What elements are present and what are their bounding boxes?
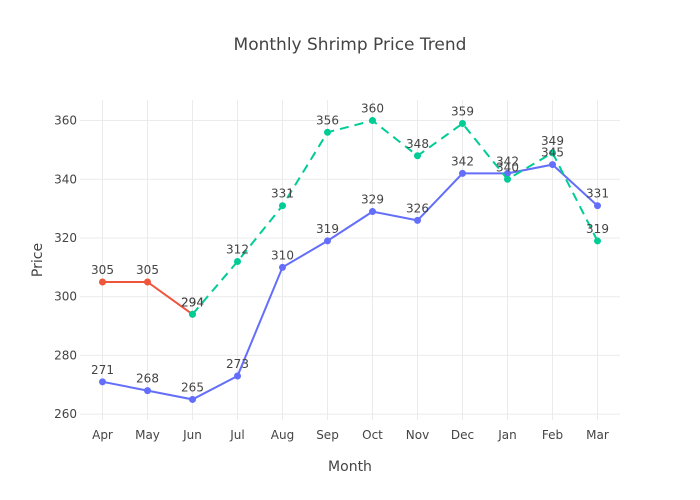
data-label: 329: [361, 193, 384, 207]
data-label: 349: [541, 134, 564, 148]
series-line-0: [102, 163, 599, 401]
x-tick-label: Jul: [229, 428, 244, 442]
data-label: 345: [541, 146, 564, 160]
data-point[interactable]: [279, 263, 286, 271]
x-axis-ticks: Apr May Jun Jul Aug Sep Oct Nov Dec Jan Feb Mar: [92, 428, 609, 442]
data-point[interactable]: [99, 378, 106, 386]
x-tick-label: Nov: [406, 428, 429, 442]
data-point[interactable]: [504, 175, 511, 183]
data-label: 319: [316, 222, 339, 236]
data-point[interactable]: [459, 169, 466, 177]
data-point[interactable]: [279, 202, 286, 210]
data-label: 273: [226, 357, 249, 371]
data-point[interactable]: [504, 169, 511, 177]
x-tick-label: Feb: [542, 428, 563, 442]
y-axis-title: Price: [30, 243, 46, 277]
data-labels: 271 268 265 273 310 319 329 326 342 342 345 331 305 3…: [91, 102, 609, 395]
x-tick-label: Aug: [271, 428, 294, 442]
series-line-2: [191, 119, 599, 315]
data-label: 265: [181, 380, 204, 394]
y-tick-label: 320: [54, 231, 77, 245]
data-label: 340: [496, 160, 519, 174]
data-label: 359: [451, 104, 474, 118]
data-label: 305: [136, 263, 159, 277]
data-point[interactable]: [414, 216, 421, 224]
data-label: 342: [496, 154, 519, 168]
data-label: 312: [226, 242, 249, 256]
data-point[interactable]: [324, 128, 331, 136]
data-label: 294: [181, 295, 204, 309]
data-point[interactable]: [144, 278, 151, 286]
y-tick-label: 360: [54, 114, 77, 128]
data-label: 331: [586, 187, 609, 201]
data-label: 310: [271, 248, 294, 262]
x-tick-label: Jun: [182, 428, 202, 442]
x-tick-label: Oct: [362, 428, 383, 442]
x-tick-label: May: [135, 428, 160, 442]
data-label: 268: [136, 372, 159, 386]
data-point[interactable]: [594, 237, 601, 245]
x-tick-label: Sep: [316, 428, 339, 442]
series-layer: [99, 117, 601, 403]
x-tick-label: Mar: [586, 428, 609, 442]
data-label: 271: [91, 363, 114, 377]
data-point[interactable]: [459, 119, 466, 127]
data-label: 356: [316, 113, 339, 127]
data-label: 319: [586, 222, 609, 236]
data-point[interactable]: [324, 237, 331, 245]
data-point[interactable]: [99, 278, 106, 286]
data-point[interactable]: [189, 395, 196, 403]
grid-lines: [80, 100, 620, 420]
y-tick-label: 340: [54, 172, 77, 186]
data-point[interactable]: [549, 149, 556, 157]
data-point[interactable]: [234, 372, 241, 380]
data-label: 342: [451, 154, 474, 168]
y-tick-label: 280: [54, 348, 77, 362]
data-point[interactable]: [369, 117, 376, 125]
data-label: 305: [91, 263, 114, 277]
data-point[interactable]: [594, 202, 601, 210]
x-axis-title: Month: [328, 459, 372, 475]
data-label: 294: [181, 295, 204, 309]
data-label: 326: [406, 201, 429, 215]
y-tick-label: 260: [54, 407, 77, 421]
data-label: 360: [361, 102, 384, 116]
x-tick-label: Jan: [497, 428, 517, 442]
y-axis-ticks: 260 280 300 320 340 360: [54, 114, 77, 422]
data-label: 348: [406, 137, 429, 151]
chart-title: Monthly Shrimp Price Trend: [234, 35, 467, 55]
data-label: 331: [271, 187, 294, 201]
x-tick-label: Apr: [92, 428, 113, 442]
x-tick-label: Dec: [451, 428, 474, 442]
data-point[interactable]: [234, 257, 241, 265]
y-tick-label: 300: [54, 290, 77, 304]
data-point[interactable]: [414, 152, 421, 160]
data-point[interactable]: [144, 387, 151, 395]
data-point[interactable]: [189, 310, 196, 318]
data-point[interactable]: [549, 161, 556, 169]
data-point[interactable]: [369, 208, 376, 216]
